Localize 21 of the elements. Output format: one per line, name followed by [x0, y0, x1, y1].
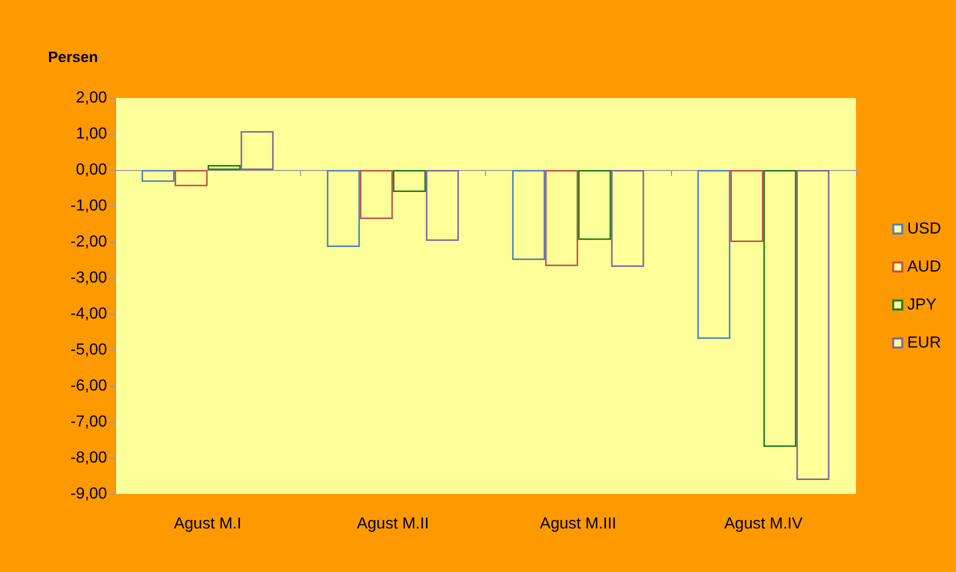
y-tick-label: 1,00 — [76, 126, 108, 142]
y-axis-title: Persen — [48, 49, 98, 66]
legend-label: USD — [907, 220, 941, 238]
y-tick-label: -4,00 — [70, 306, 108, 322]
y-tick-label: -7,00 — [70, 414, 108, 430]
x-tick-label: Agust M.I — [174, 516, 242, 532]
y-tick-label: -2,00 — [70, 234, 108, 250]
y-tick-label: -9,00 — [70, 486, 108, 502]
x-tick-label: Agust M.III — [540, 516, 616, 532]
y-tick-label: -1,00 — [70, 198, 108, 214]
y-tick-label: -8,00 — [70, 450, 108, 466]
y-tick-label: 0,00 — [76, 162, 108, 178]
legend-label: JPY — [907, 296, 937, 314]
x-tick-label: Agust M.IV — [724, 516, 803, 532]
legend-label: AUD — [907, 258, 941, 276]
legend-label: EUR — [907, 334, 941, 352]
x-tick-label: Agust M.II — [356, 516, 429, 532]
y-tick-label: 2,00 — [76, 90, 108, 106]
y-tick-label: -5,00 — [70, 342, 108, 358]
y-tick-label: -3,00 — [70, 270, 108, 286]
y-tick-label: -6,00 — [70, 378, 108, 394]
